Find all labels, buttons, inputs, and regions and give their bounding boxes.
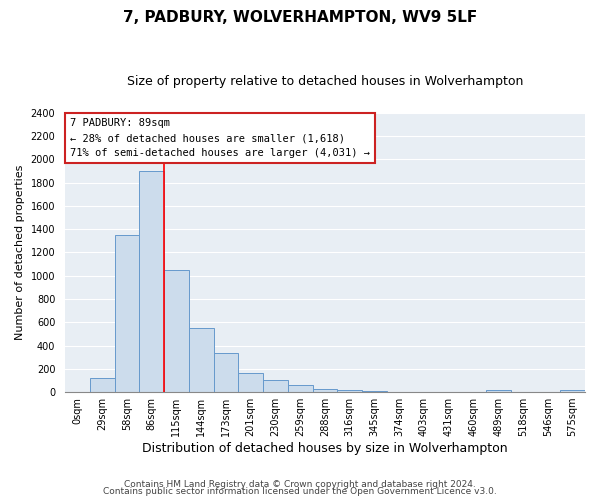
Text: Contains HM Land Registry data © Crown copyright and database right 2024.: Contains HM Land Registry data © Crown c… (124, 480, 476, 489)
Bar (189, 328, 214, 392)
X-axis label: Distribution of detached houses by size in Wolverhampton: Distribution of detached houses by size … (142, 442, 508, 455)
Bar (560, 390, 585, 392)
Bar (90, 378, 115, 392)
Bar (486, 390, 511, 392)
Text: 7 PADBURY: 89sqm
← 28% of detached houses are smaller (1,618)
71% of semi-detach: 7 PADBURY: 89sqm ← 28% of detached house… (70, 118, 370, 158)
Bar (115, 235, 139, 392)
Text: Contains public sector information licensed under the Open Government Licence v3: Contains public sector information licen… (103, 487, 497, 496)
Bar (214, 352, 238, 392)
Title: Size of property relative to detached houses in Wolverhampton: Size of property relative to detached ho… (127, 75, 523, 88)
Bar (313, 388, 337, 392)
Text: 7, PADBURY, WOLVERHAMPTON, WV9 5LF: 7, PADBURY, WOLVERHAMPTON, WV9 5LF (123, 10, 477, 25)
Bar (362, 391, 387, 392)
Bar (263, 380, 288, 392)
Bar (337, 390, 362, 392)
Bar (288, 385, 313, 392)
Bar (139, 171, 164, 392)
Bar (164, 270, 189, 392)
Y-axis label: Number of detached properties: Number of detached properties (15, 164, 25, 340)
Bar (238, 374, 263, 392)
